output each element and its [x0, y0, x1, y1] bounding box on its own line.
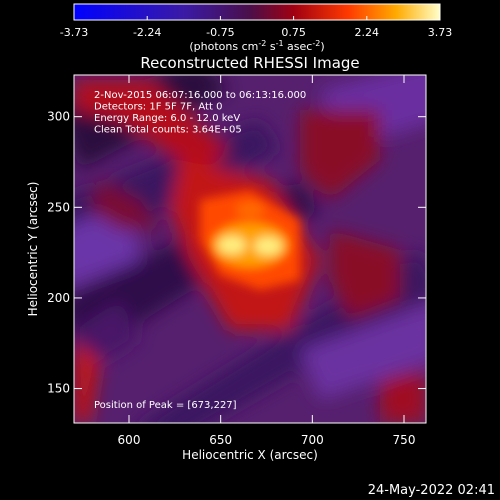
footer-date: 24-May-2022 02:41 — [368, 483, 495, 498]
colorbar-tick-label: 2.24 — [355, 26, 380, 39]
annotation-line: 2-Nov-2015 06:07:16.000 to 06:13:16.000 — [94, 90, 306, 101]
colorbar-tick-label: -3.73 — [60, 26, 88, 39]
annotation-line: Detectors: 1F 5F 7F, Att 0 — [94, 102, 222, 113]
annotation-line: Clean Total counts: 3.64E+05 — [94, 125, 242, 136]
x-tick-labels: 600 650 700 750 — [118, 433, 416, 447]
colorbar-ticks — [73, 16, 441, 20]
annotation-block: 2-Nov-2015 06:07:16.000 to 06:13:16.000D… — [94, 90, 306, 136]
colorbar — [73, 3, 441, 21]
y-tick-labels: 150 200 250 300 — [47, 110, 70, 396]
y-tick-label: 200 — [47, 291, 70, 305]
y-tick-label: 250 — [47, 200, 70, 214]
plot-frame — [73, 74, 427, 424]
colorbar-tick-label: 0.75 — [281, 26, 306, 39]
y-axis-label: Heliocentric Y (arcsec) — [26, 182, 40, 317]
annotation-line: Energy Range: 6.0 - 12.0 keV — [94, 113, 240, 124]
colorbar-tick-label: 3.73 — [428, 26, 453, 39]
y-tick-label: 300 — [47, 110, 70, 124]
x-tick-label: 650 — [209, 433, 232, 447]
chart-title: Reconstructed RHESSI Image — [140, 54, 359, 72]
colorbar-tick-label: -2.24 — [133, 26, 161, 39]
colorbar-tick-label: -0.75 — [206, 26, 234, 39]
x-tick-label: 700 — [301, 433, 324, 447]
colorbar-unit-label: (photons cm-2 s-1 asec-2) — [189, 39, 324, 53]
x-tick-label: 600 — [118, 433, 141, 447]
axis-ticks — [74, 75, 426, 423]
peak-position-label: Position of Peak = [673,227] — [94, 400, 237, 411]
x-tick-label: 750 — [393, 433, 416, 447]
colorbar-tick-labels: -3.73 -2.24 -0.75 0.75 2.24 3.73 — [60, 26, 452, 39]
x-axis-label: Heliocentric X (arcsec) — [182, 448, 318, 462]
heatmap-image — [74, 75, 426, 423]
y-tick-label: 150 — [47, 382, 70, 396]
